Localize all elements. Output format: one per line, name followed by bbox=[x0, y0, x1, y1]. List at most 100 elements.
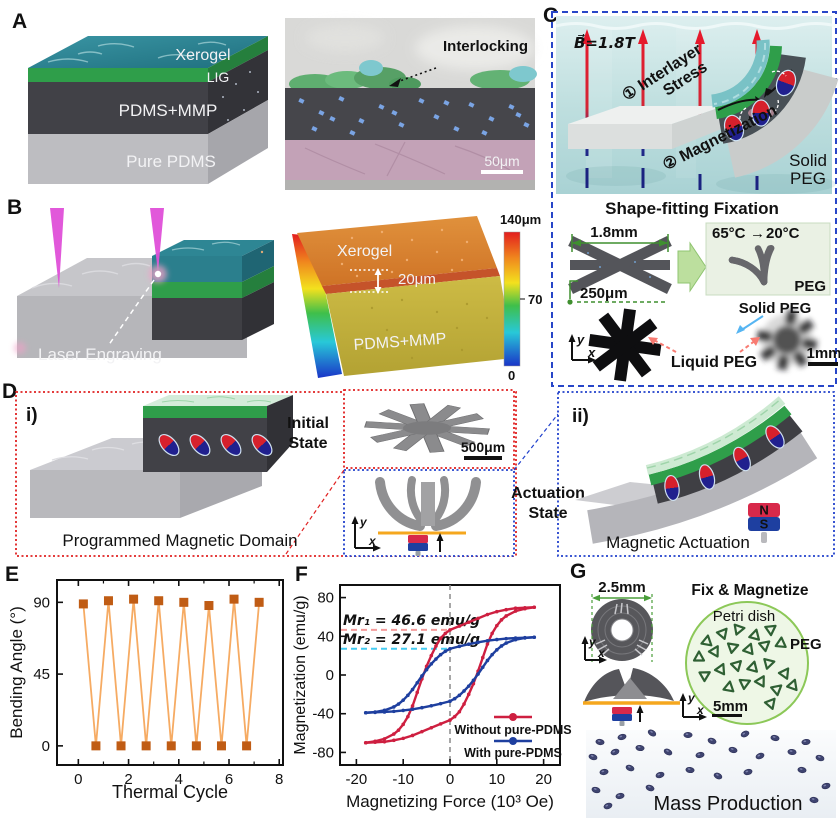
panel-c: C bbox=[543, 4, 840, 387]
temp-from: 65°C bbox=[712, 225, 746, 242]
liquid-peg-arrow-left bbox=[651, 338, 677, 353]
e-xtick: 4 bbox=[175, 771, 183, 788]
process-arrow bbox=[677, 241, 707, 293]
liquid-peg-label: Liquid PEG bbox=[671, 354, 757, 371]
d-ii-label: ii) bbox=[572, 406, 589, 427]
petri-peg-label: PEG bbox=[790, 636, 822, 653]
flat-star-schematic bbox=[568, 235, 672, 295]
magnetic-domains bbox=[723, 69, 797, 142]
petri-samples bbox=[692, 623, 798, 710]
field-strength-label: B⃗=1.8T bbox=[574, 33, 637, 52]
ablation-spot bbox=[154, 270, 162, 278]
e-xtick: 8 bbox=[275, 771, 283, 788]
g-axis-x2: x bbox=[696, 703, 705, 717]
hysteresis-chart: -20 -10 0 10 20 -80 -40 0 40 80 Mr₁ = 46.6 emu/g Mr… bbox=[292, 584, 572, 811]
bending-angle-marker bbox=[141, 741, 151, 751]
d-axis-y: y bbox=[359, 515, 368, 529]
panel-f: F -20 -10 0 10 20 -80 -40 0 40 80 Mr₁ = 46.6 emu/g… bbox=[292, 563, 572, 811]
mass-production-label: Mass Production bbox=[654, 793, 803, 815]
e-xlabel: Thermal Cycle bbox=[112, 782, 228, 802]
programmed-domain-label: Programmed Magnetic Domain bbox=[62, 531, 297, 550]
colorbar-min: 0 bbox=[508, 368, 515, 383]
f-remanence-label: Mr₁ = 46.6 emu/g bbox=[343, 613, 480, 629]
solid-peg-slab bbox=[568, 106, 724, 149]
mmp-speckles bbox=[360, 298, 489, 360]
bending-angle-marker bbox=[91, 741, 101, 751]
panel-d-letter: D bbox=[2, 380, 17, 403]
panel-a: A Xerogel LIG PDMS+MMP Pure PDMS bbox=[12, 10, 537, 190]
g-axes-petri: y x bbox=[679, 691, 707, 721]
f-xtick: -10 bbox=[392, 771, 414, 788]
actuation-state-label-1: Actuation bbox=[511, 485, 585, 502]
petri-dish: Petri dish PEG 5mm y x bbox=[679, 601, 822, 725]
f-legend-label: Without pure-PDMS bbox=[454, 723, 571, 737]
sem-d-scalebar-label: 500μm bbox=[461, 439, 505, 455]
ring-sideview bbox=[583, 668, 680, 726]
g-scalebar-label: 5mm bbox=[713, 698, 748, 715]
d-axis-x: x bbox=[368, 534, 377, 548]
sem-cross-section: Interlocking 50μm bbox=[285, 18, 537, 190]
f-ytick: 40 bbox=[317, 628, 334, 645]
mmp-band bbox=[285, 88, 535, 140]
thickness-dot bbox=[567, 299, 573, 305]
bending-angle-marker bbox=[229, 594, 239, 604]
e-ytick: 45 bbox=[33, 666, 50, 683]
heightmap-xerogel-surface bbox=[297, 216, 497, 286]
peg-label: PEG bbox=[794, 278, 826, 295]
d-axes: y x bbox=[351, 515, 381, 552]
f-xtick: 20 bbox=[535, 771, 552, 788]
heightmap: Xerogel 20μm PDMS+MMP 140μm 70 0 bbox=[260, 212, 542, 383]
heightmap-mmp-label: PDMS+MMP bbox=[353, 331, 447, 354]
thickness-dim-label: 250μm bbox=[580, 285, 628, 302]
fixed-flower bbox=[728, 244, 775, 286]
bending-angle-marker bbox=[78, 599, 88, 609]
f-remanence-label: Mr₂ = 27.1 emu/g bbox=[343, 632, 480, 648]
laser-beam-left bbox=[50, 208, 64, 288]
sem-actuated-claw: y x bbox=[351, 476, 481, 556]
bending-angle-marker bbox=[254, 597, 264, 607]
g-axes-ring: y x bbox=[581, 635, 607, 664]
e-xtick: 0 bbox=[74, 771, 82, 788]
fix-magnetize-label: Fix & Magnetize bbox=[691, 582, 809, 599]
xerogel-speckles bbox=[260, 228, 469, 278]
pdms-mmp-front bbox=[28, 82, 208, 134]
c-axes: y x bbox=[568, 332, 596, 364]
colorbar-max: 140μm bbox=[500, 212, 541, 227]
f-xtick: -20 bbox=[346, 771, 368, 788]
mass-production-photo: Mass Production bbox=[586, 729, 836, 818]
panel-e: E 0 2 4 6 8 0 45 90 Thermal Cycle Bending Angle (… bbox=[5, 563, 284, 802]
released-flower-blurred bbox=[756, 309, 818, 371]
bending-angle-marker bbox=[204, 601, 214, 611]
e-ytick: 0 bbox=[42, 738, 50, 755]
ring-sample: 2.5mm y x bbox=[581, 579, 653, 664]
laser-engraving-label: Laser Engraving bbox=[38, 345, 162, 364]
sem-d-scalebar bbox=[464, 456, 502, 460]
heightmap-mmp-surface bbox=[326, 276, 514, 376]
f-xtick: 10 bbox=[488, 771, 505, 788]
lig-side bbox=[208, 36, 268, 82]
c-scalebar-label: 1mm bbox=[806, 345, 840, 362]
sem-magnet-icon bbox=[408, 535, 428, 556]
g-axis-y2: y bbox=[687, 691, 696, 705]
f-ytick: 0 bbox=[326, 667, 334, 684]
panel-c-letter: C bbox=[543, 4, 558, 27]
panel-d: D i) bbox=[2, 380, 835, 557]
bending-angle-marker bbox=[129, 594, 139, 604]
f-ytick: -40 bbox=[312, 706, 334, 723]
pure-pdms-side bbox=[208, 100, 268, 184]
sem-a-scalebar bbox=[481, 170, 523, 174]
pure-pdms-front bbox=[28, 134, 208, 184]
laser-beam-right bbox=[150, 208, 164, 272]
mmp-blue-specks bbox=[298, 96, 530, 136]
f-xlabel: Magnetizing Force (10³ Oe) bbox=[346, 792, 554, 811]
magnet-s: S bbox=[760, 517, 769, 532]
magnet-icon: N S bbox=[748, 503, 780, 543]
magnetic-actuation-schematic: ii) N S Magnetic Actuation bbox=[572, 396, 818, 552]
blue-callout-line bbox=[513, 413, 559, 471]
bending-angle-marker bbox=[103, 596, 113, 606]
panel-g-letter: G bbox=[570, 560, 586, 583]
e-frame bbox=[56, 579, 284, 766]
g-scalebar bbox=[712, 714, 742, 717]
fixation-title: Shape-fitting Fixation bbox=[605, 199, 779, 218]
